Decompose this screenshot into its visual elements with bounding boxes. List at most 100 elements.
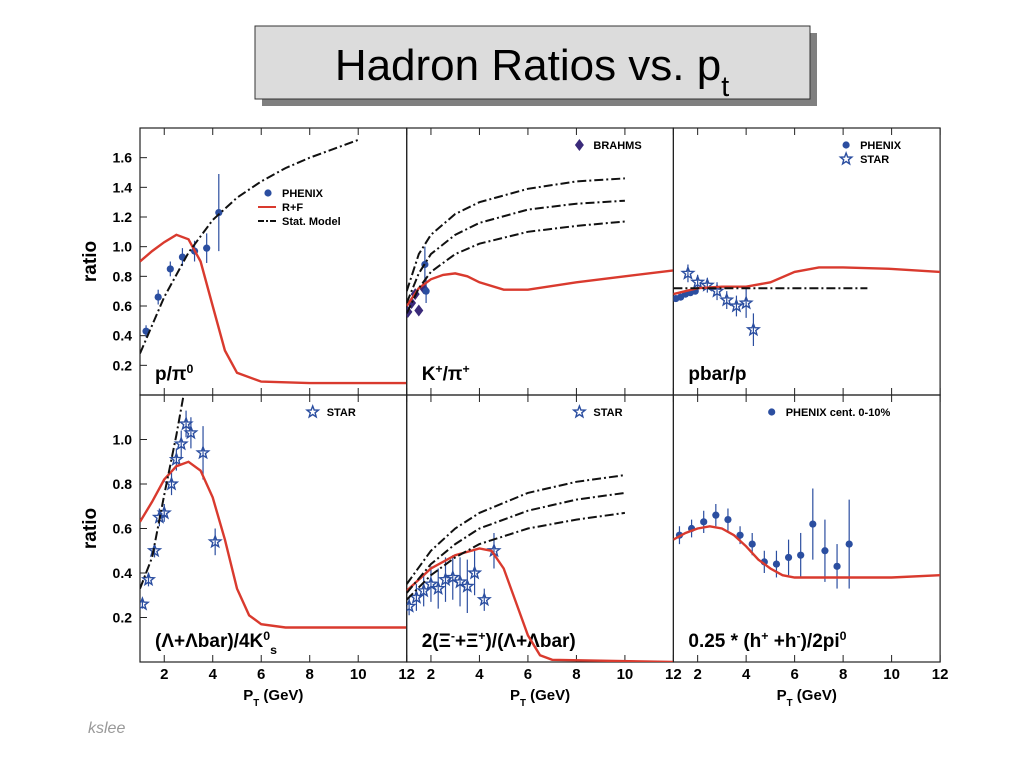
panel: 0.2 0.4 0.6 0.8 1.0 1.2 1.4 1.6 ratio p/π0 PHENIX R… [80,127,408,396]
y-tick-label: 0.4 [113,328,133,344]
panel-label: pbar/p [688,364,746,385]
star-marker [173,436,189,451]
star-marker [738,294,754,310]
star-marker [445,569,461,584]
text-part: P [510,687,520,704]
star-marker [709,283,725,298]
text-part: s [270,643,277,657]
y-tick-label: 0.2 [113,357,133,373]
text-part: 2(Ξ [422,631,451,652]
text-part: K [422,364,436,385]
panel: K+/π+BRAHMS [406,127,675,396]
y-tick-label: 1.2 [113,209,133,225]
legend-label: Stat. Model [282,216,341,228]
point-marker [154,293,162,301]
curve [140,233,407,385]
x-tick-label: 10 [350,666,367,683]
model-curve [140,395,185,589]
panel-frame [406,127,675,396]
x-tick-label: 10 [883,666,900,683]
model-curve [140,138,359,354]
panel: 2 4 6 8 10 12 0.2 0.4 0.6 0.8 1.0 ratio PT (GeV) (Λ+Λ… [80,394,415,709]
point-marker [833,562,841,570]
star-marker [183,424,199,440]
point-marker [768,408,776,416]
diamond-marker [574,139,584,151]
x-axis-label: PT (GeV) [777,687,837,709]
legend-label: PHENIX cent. 0-10% [786,407,891,419]
star-marker [745,321,762,337]
panel: pbar/p PHENIX STAR [672,127,941,396]
star-marker [571,404,588,419]
text-part: 0 [186,362,193,376]
y-tick-label: 1.6 [113,150,133,166]
text-part: T [253,698,259,709]
curve [673,525,941,579]
panel-label: K+/π+ [422,362,470,385]
panel-label: 0.25 * (h+ +h-)/2pi0 [688,629,846,652]
star-marker [140,596,151,611]
text-part: )/2pi [801,631,840,652]
x-tick-label: 4 [742,666,751,683]
model-curve [406,491,626,594]
panel-label: (Λ+Λbar)/4K0s [155,629,277,657]
star-marker [466,565,483,580]
panel: 2 4 6 8 10 12 PT (GeV) 0.25 * (h+ +h-)/2pi0 PHEN… [672,394,948,709]
x-tick-label: 2 [693,666,701,683]
x-tick-label: 12 [398,666,415,683]
point-marker [797,551,805,559]
point-marker [736,531,744,539]
text-part: 0 [840,629,847,643]
y-tick-label: 1.0 [113,239,133,255]
star-marker [195,444,211,460]
text-part: - [796,629,800,643]
star-marker [305,404,321,419]
y-tick-label: 0.6 [113,521,133,537]
panel-frame [139,127,408,396]
y-tick-label: 0.2 [113,610,133,626]
x-tick-label: 10 [617,666,634,683]
x-tick-label: 6 [790,666,798,683]
star-marker [146,542,163,558]
text-part: - [451,629,455,643]
y-axis-label: ratio [80,241,101,282]
star-marker [430,580,446,596]
text-part: (GeV) [526,687,570,704]
x-tick-label: 4 [475,666,484,683]
x-tick-label: 2 [427,666,435,683]
x-tick-label: 6 [524,666,532,683]
text-part: + [462,362,469,376]
data [673,264,941,347]
point-marker [809,520,817,528]
point-marker [842,141,850,149]
text-part: Hadron Ratios vs. p [335,41,721,90]
point-marker [821,547,829,555]
text-part: (GeV) [793,687,837,704]
star-marker [728,297,745,313]
legend-label: PHENIX [860,140,902,152]
point-marker [264,189,272,197]
point-marker [203,244,211,252]
text-part: 0.25 * (h [688,631,761,652]
star-marker [680,265,696,280]
x-tick-label: 8 [839,666,847,683]
star-marker [156,504,172,520]
x-tick-label: 4 [209,666,218,683]
x-tick-label: 12 [665,666,682,683]
star-marker [689,274,706,289]
text-part: (Λ+Λbar)/4K [155,631,264,652]
x-tick-label: 8 [572,666,580,683]
legend-label: BRAHMS [593,140,641,152]
text-part: +h [768,631,796,652]
text-part: + [435,362,442,376]
star-marker [452,573,468,589]
star-marker [719,292,735,307]
slide-title: Hadron Ratios vs. pt [335,41,729,103]
y-tick-label: 0.4 [113,565,133,581]
legend-label: R+F [282,202,303,214]
text-part: /π [443,364,463,385]
panel-frame [406,394,675,663]
text-part: + [478,629,485,643]
star-marker [140,571,157,587]
